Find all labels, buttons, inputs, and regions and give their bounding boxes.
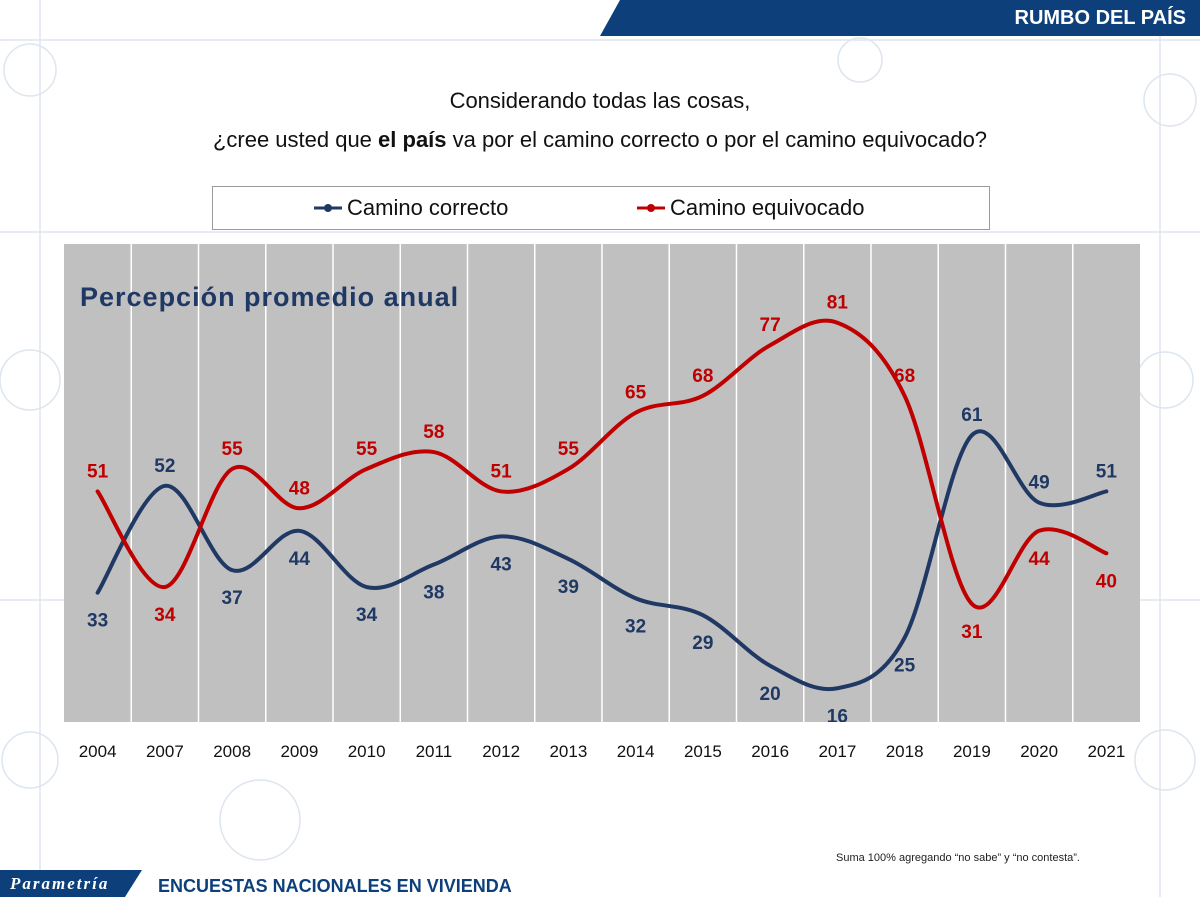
data-label-equivocado: 77 (760, 315, 781, 336)
x-axis: 2004 2007 2008 2009 2010 2011 2012 2013 2014 2015… (79, 742, 1126, 761)
data-label-equivocado: 58 (423, 422, 444, 443)
data-label-correcto: 34 (356, 605, 378, 626)
question-emphasis: el país (378, 127, 447, 152)
chart-title: Percepción promedio anual (80, 282, 459, 312)
data-label-equivocado: 65 (625, 383, 647, 404)
data-label-equivocado: 34 (154, 605, 176, 626)
question-line-1: Considerando todas las cosas, (449, 88, 751, 113)
x-tick-label: 2007 (146, 742, 184, 761)
data-label-correcto: 43 (491, 554, 512, 575)
data-label-correcto: 29 (692, 633, 713, 654)
question-text-before: ¿cree usted que (212, 127, 379, 152)
data-label-equivocado: 55 (222, 439, 244, 460)
data-label-equivocado: 51 (87, 461, 109, 482)
data-label-equivocado: 55 (558, 439, 580, 460)
footer-label: ENCUESTAS NACIONALES EN VIVIENDA (158, 876, 512, 896)
data-label-equivocado: 44 (1029, 549, 1051, 570)
data-label-correcto: 20 (760, 684, 781, 705)
data-label-correcto: 39 (558, 577, 579, 598)
x-tick-label: 2021 (1087, 742, 1125, 761)
data-label-correcto: 38 (423, 583, 444, 604)
series-line-equivocado (95, 318, 1109, 610)
x-tick-label: 2008 (213, 742, 251, 761)
parametria-logo: Parametría (0, 870, 142, 897)
x-tick-label: 2015 (684, 742, 722, 761)
legend-label-correcto: Camino correcto (347, 195, 509, 220)
data-label-correcto: 16 (827, 706, 848, 722)
x-tick-label: 2020 (1020, 742, 1058, 761)
data-label-correcto: 49 (1029, 473, 1050, 494)
x-tick-label: 2019 (953, 742, 991, 761)
data-label-equivocado: 81 (827, 293, 849, 314)
x-tick-label: 2018 (886, 742, 924, 761)
section-title: RUMBO DEL PAÍS (1014, 7, 1187, 29)
x-tick-label: 2004 (79, 742, 117, 761)
x-tick-label: 2009 (280, 742, 318, 761)
data-label-equivocado: 48 (289, 478, 310, 499)
data-label-equivocado: 40 (1096, 571, 1117, 592)
question-line-2: ¿cree usted que el país va por el camino… (0, 127, 1200, 153)
x-tick-label: 2011 (416, 742, 453, 761)
legend-item-equivocado: Camino equivocado (636, 195, 864, 221)
data-label-correcto: 32 (625, 616, 646, 637)
legend-label-equivocado: Camino equivocado (670, 195, 865, 220)
chart-legend: Camino correcto Camino equivocado (212, 186, 990, 230)
data-label-equivocado: 68 (894, 366, 915, 387)
question-text-after: va por el camino correcto o por el camin… (446, 127, 988, 152)
data-label-correcto: 52 (154, 456, 175, 477)
x-tick-label: 2014 (617, 742, 655, 761)
data-label-correcto: 37 (222, 588, 243, 609)
brand-name: Parametría (10, 874, 110, 893)
x-tick-label: 2010 (348, 742, 386, 761)
legend-swatch-correcto (314, 204, 342, 212)
data-label-equivocado: 51 (491, 461, 513, 482)
data-label-correcto: 61 (961, 405, 983, 426)
legend-item-correcto: Camino correcto (313, 195, 508, 221)
data-label-correcto: 33 (87, 611, 108, 632)
data-label-correcto: 44 (289, 549, 311, 570)
x-tick-label: 2012 (482, 742, 520, 761)
data-label-equivocado: 68 (692, 366, 713, 387)
x-tick-label: 2013 (549, 742, 587, 761)
line-chart: Percepción promedio anual 33 52 37 44 34 38 43 3… (64, 244, 1140, 722)
series-line-correcto (95, 429, 1109, 692)
x-tick-label: 2016 (751, 742, 789, 761)
data-label-equivocado: 55 (356, 439, 378, 460)
legend-swatch-equivocado (637, 204, 665, 212)
footnote: Suma 100% agregando “no sabe” y “no cont… (836, 852, 1080, 864)
section-header-bar: RUMBO DEL PAÍS (600, 0, 1200, 36)
x-tick-label: 2017 (818, 742, 856, 761)
data-label-correcto: 25 (894, 656, 916, 677)
data-label-equivocado: 31 (961, 622, 983, 643)
data-label-correcto: 51 (1096, 461, 1118, 482)
